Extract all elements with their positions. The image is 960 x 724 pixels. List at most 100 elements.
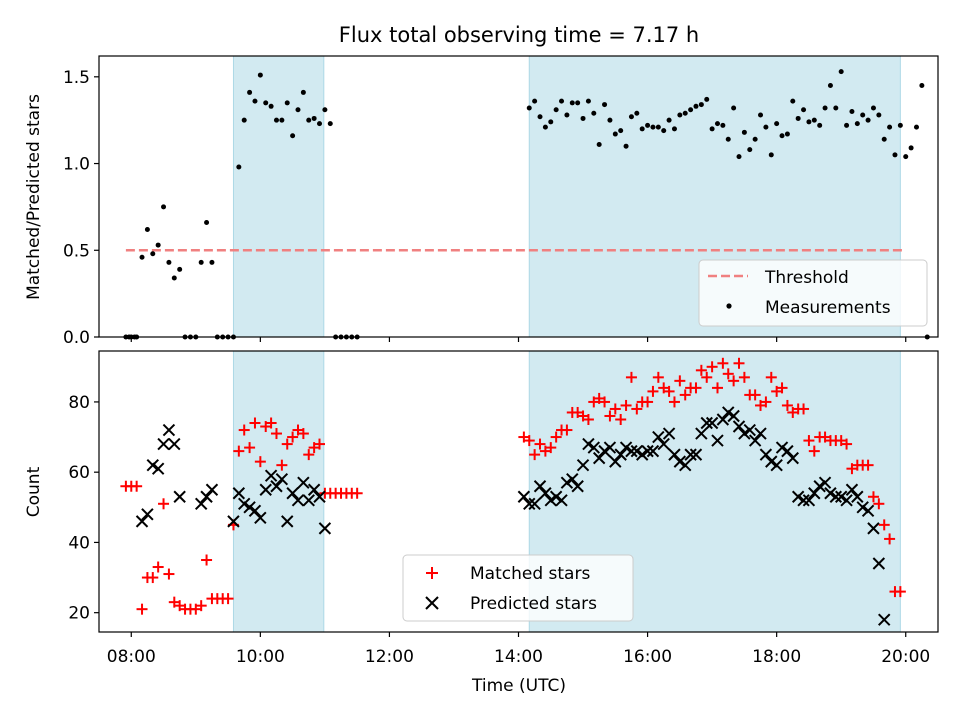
measurement-point bbox=[827, 82, 833, 88]
matched-star-point bbox=[534, 438, 546, 450]
measurement-point bbox=[177, 266, 183, 272]
measurement-point bbox=[688, 107, 694, 113]
matched-star-point bbox=[878, 519, 890, 531]
bottom-x-tick-label: 12:00 bbox=[365, 647, 414, 667]
matched-star-point bbox=[270, 428, 282, 440]
predicted-star-point bbox=[227, 515, 240, 528]
legend-matched-label: Matched stars bbox=[470, 564, 590, 584]
matched-star-point bbox=[668, 396, 680, 408]
measurement-point bbox=[209, 259, 215, 265]
predicted-star-point bbox=[243, 501, 256, 514]
matched-star-point bbox=[647, 385, 659, 397]
measurement-point bbox=[537, 114, 543, 120]
matched-star-point bbox=[695, 364, 707, 376]
predicted-star-point bbox=[689, 448, 703, 461]
matched-star-point bbox=[254, 456, 266, 468]
legend-matched-swatch bbox=[426, 567, 438, 579]
matched-star-point bbox=[287, 431, 299, 443]
bottom-y-tick-label: 60 bbox=[68, 463, 90, 483]
predicted-star-point bbox=[738, 427, 751, 440]
matched-star-point bbox=[281, 438, 293, 450]
top-y-tick-label: 0.5 bbox=[63, 241, 90, 261]
measurement-point bbox=[887, 124, 893, 130]
predicted-star-point bbox=[286, 487, 299, 500]
matched-star-point bbox=[529, 449, 541, 461]
predicted-star-point bbox=[555, 494, 568, 507]
measurement-points bbox=[123, 69, 930, 340]
predicted-star-point bbox=[194, 497, 208, 511]
top-y-tick-label: 1.5 bbox=[63, 68, 90, 88]
chart-title: Flux total observing time = 7.17 h bbox=[339, 23, 699, 47]
predicted-star-point bbox=[151, 462, 165, 475]
predicted-star-point bbox=[673, 455, 687, 468]
matched-star-point bbox=[706, 361, 718, 373]
measurement-point bbox=[913, 124, 919, 130]
matched-star-point bbox=[663, 385, 675, 397]
measurement-point bbox=[612, 131, 618, 137]
measurement-point bbox=[677, 112, 683, 118]
measurement-point bbox=[628, 114, 634, 120]
predicted-star-point bbox=[307, 483, 321, 496]
bottom-y-tick-label: 20 bbox=[68, 604, 90, 624]
matched-star-point bbox=[136, 603, 148, 615]
measurement-point bbox=[623, 143, 629, 149]
matched-star-point bbox=[765, 371, 777, 383]
measurement-point bbox=[811, 117, 817, 123]
predicted-star-point bbox=[587, 441, 601, 454]
top-y-tick-label: 1.0 bbox=[63, 155, 90, 175]
predicted-star-point bbox=[619, 441, 633, 454]
predicted-star-point bbox=[732, 420, 746, 433]
measurement-point bbox=[763, 124, 769, 130]
measurement-point bbox=[790, 98, 796, 104]
predicted-star-point bbox=[652, 430, 665, 444]
predicted-star-point bbox=[716, 413, 730, 426]
measurement-point bbox=[306, 117, 312, 123]
measurement-point bbox=[639, 126, 645, 132]
matched-star-point bbox=[728, 375, 740, 387]
measurement-point bbox=[768, 152, 774, 158]
bottom-x-tick-label: 18:00 bbox=[752, 647, 801, 667]
predicted-star-point bbox=[576, 458, 590, 472]
predicted-star-point bbox=[646, 444, 660, 458]
top-axes: 0.0 0.5 1.0 1.5 bbox=[63, 55, 939, 348]
measurement-point bbox=[252, 98, 258, 104]
count-points bbox=[120, 357, 906, 626]
predicted-star-point bbox=[662, 427, 676, 440]
predicted-star-point bbox=[791, 490, 805, 503]
predicted-star-point bbox=[786, 451, 799, 465]
bottom-shaded-range bbox=[232, 350, 325, 633]
predicted-star-point bbox=[878, 613, 891, 626]
measurement-point bbox=[833, 105, 839, 111]
measurement-point bbox=[569, 100, 575, 106]
matched-star-point bbox=[808, 445, 820, 457]
measurement-point bbox=[870, 105, 876, 111]
matched-star-point bbox=[841, 438, 853, 450]
x-axis-label: Time (UTC) bbox=[471, 676, 566, 696]
predicted-star-point bbox=[813, 480, 826, 493]
matched-star-point bbox=[244, 442, 256, 454]
predicted-star-point bbox=[270, 480, 283, 493]
measurement-point bbox=[241, 117, 247, 123]
predicted-star-point bbox=[571, 480, 584, 493]
matched-star-point bbox=[609, 403, 621, 415]
predicted-star-point bbox=[759, 448, 773, 461]
matched-star-point bbox=[297, 428, 309, 440]
bottom-panel: 20 40 60 80 08:00 10:00 12:00 14:00 16:00 18:00 20… bbox=[24, 350, 939, 696]
matched-star-point bbox=[152, 561, 164, 573]
matched-star-point bbox=[545, 442, 557, 454]
measurement-point bbox=[295, 107, 301, 113]
predicted-star-point bbox=[528, 497, 541, 511]
measurement-point bbox=[720, 122, 726, 128]
matched-star-point bbox=[894, 586, 906, 598]
bottom-x-tick-label: 10:00 bbox=[236, 647, 285, 667]
predicted-star-point bbox=[549, 490, 563, 503]
measurement-point bbox=[161, 204, 167, 210]
matched-star-point bbox=[711, 382, 723, 394]
predicted-star-point bbox=[254, 511, 267, 525]
predicted-star-point bbox=[248, 504, 262, 518]
legend-threshold-label: Threshold bbox=[764, 268, 849, 288]
measurement-point bbox=[602, 102, 608, 108]
measurement-point bbox=[854, 121, 860, 127]
predicted-star-point bbox=[679, 458, 692, 472]
measurement-point bbox=[704, 96, 710, 102]
